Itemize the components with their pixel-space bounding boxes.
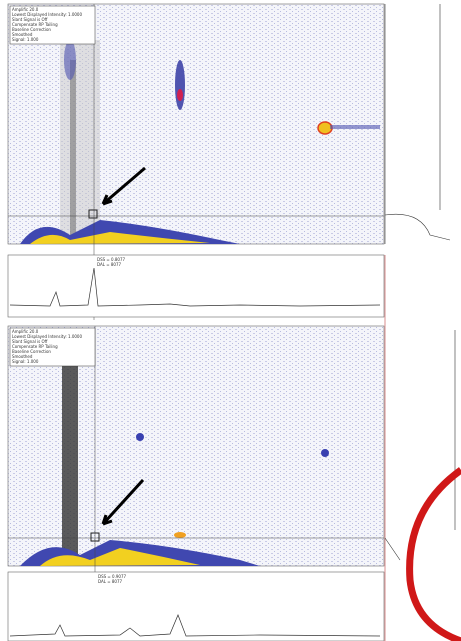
- info-line: Compensate RP Tailing: [12, 344, 58, 349]
- info-line: Amplific 20.0: [12, 7, 39, 12]
- info-line: Slant Signal is Off: [12, 17, 48, 22]
- info-box: [9, 5, 96, 45]
- streak: [70, 60, 76, 240]
- info-line: Amplific 20.0: [12, 329, 39, 334]
- arrow: [101, 478, 145, 526]
- highlight-arc: [406, 467, 461, 641]
- band: [20, 220, 240, 244]
- cursor-readout: DAL = 8077: [98, 579, 123, 584]
- info-line: Smoothed: [12, 32, 33, 37]
- info-line: Signal: 1.000: [12, 37, 39, 42]
- streak: [62, 360, 78, 565]
- blob: [136, 433, 144, 441]
- cursor-readout: DSS = 0.9077: [98, 574, 127, 579]
- blob: [317, 121, 333, 135]
- blob: [330, 125, 380, 129]
- blob: [321, 449, 329, 457]
- info-box: [9, 327, 96, 367]
- cursor-box: [90, 532, 100, 542]
- trace-frame: [7, 254, 385, 318]
- trace: [9, 614, 381, 637]
- info-line: Baseline Correction: [12, 349, 51, 354]
- blob: [177, 89, 183, 101]
- info-line: Baseline Correction: [12, 27, 51, 32]
- side-trace: [384, 330, 456, 561]
- cursor-readout: DSS = 0.8077: [97, 257, 126, 262]
- info-line: Compensate RP Tailing: [12, 22, 58, 27]
- cursor-box: [88, 209, 98, 219]
- band: [40, 548, 200, 566]
- band: [30, 232, 210, 244]
- info-line: Signal: 1.000: [12, 359, 39, 364]
- trace: [9, 267, 381, 307]
- info-line: Lowest Displayed Intensity: 1.0000: [12, 334, 82, 339]
- blob: [175, 60, 185, 110]
- info-line: Lowest Displayed Intensity: 1.0000: [12, 12, 82, 17]
- blob: [64, 40, 76, 80]
- side-trace: [384, 4, 451, 244]
- trace-frame: [7, 571, 385, 641]
- info-line: Slant Signal is Off: [12, 339, 48, 344]
- blob: [174, 532, 186, 538]
- cursor-readout: DAL = 8077: [97, 262, 122, 267]
- arrow: [101, 166, 146, 206]
- info-line: Smoothed: [12, 354, 33, 359]
